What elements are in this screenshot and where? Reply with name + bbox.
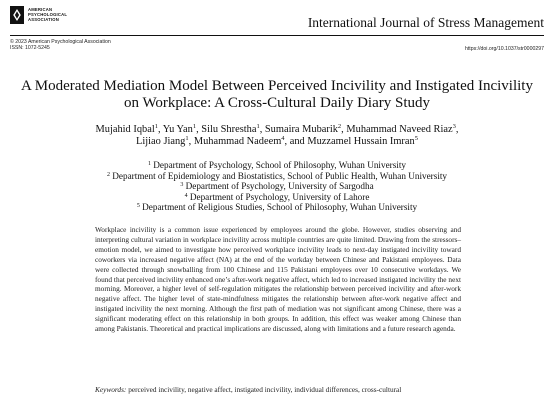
affiliation-sup: 5 (136, 203, 140, 209)
author-affiliation-sup: 3 (452, 123, 456, 130)
author-affiliation-sup: 1 (192, 123, 197, 130)
paper-title: A Moderated Mediation Model Between Perc… (21, 78, 533, 111)
keywords-label: Keywords: (95, 385, 127, 394)
author-name: Silu Shrestha (201, 124, 257, 135)
publication-meta: © 2023 American Psychological Associatio… (10, 39, 111, 52)
affiliation-item: 1 Department of Psychology, School of Ph… (30, 160, 524, 171)
affiliation-text: Department of Psychology, University of … (185, 181, 374, 191)
issn: ISSN: 1072-5245 (10, 45, 50, 52)
affiliation-text: Department of Psychology, University of … (189, 191, 370, 202)
affiliation-text: Department of Psychology, School of Phil… (153, 160, 406, 170)
apa-logo-icon (10, 6, 24, 24)
author-separator: , (157, 124, 161, 135)
publisher-logo-text: AMERICAN PSYCHOLOGICAL ASSOCIATION (28, 7, 67, 22)
journal-header: AMERICAN PSYCHOLOGICAL ASSOCIATION Inter… (10, 6, 544, 36)
affiliation-sup: 2 (106, 171, 110, 178)
publisher-logo-line-1: AMERICAN (28, 7, 53, 12)
author-name: Sumaira Mubarik (264, 124, 338, 135)
author-name: Mujahid Iqbal (95, 124, 155, 135)
affiliation-sup: 3 (180, 182, 184, 188)
affiliation-item: 2 Department of Epidemiology and Biostat… (30, 171, 524, 182)
affiliation-text: Department of Religious Studies, School … (142, 202, 418, 212)
author-affiliation-sup: 4 (281, 135, 285, 142)
author-affiliation-sup: 5 (414, 135, 418, 142)
affiliation-text: Department of Epidemiology and Biostatis… (112, 170, 448, 181)
author-affiliation-sup: 1 (256, 123, 260, 130)
affiliation-sup: 1 (148, 161, 151, 167)
journal-title: International Journal of Stress Manageme… (307, 15, 544, 30)
author-separator: , (341, 124, 344, 135)
abstract-paragraph: Workplace incivility is a common issue e… (95, 225, 461, 334)
keywords: Keywords: perceived incivility, negative… (95, 385, 461, 395)
author-separator: , (455, 124, 459, 135)
affiliation-sup: 4 (184, 192, 188, 199)
author-affiliation-sup: 1 (154, 123, 158, 130)
copyright-notice: © 2023 American Psychological Associatio… (10, 39, 111, 45)
author-name: Muhammad Nadeem (193, 136, 282, 147)
author-list: Mujahid Iqbal1, Yu Yan1, Silu Shrestha1,… (24, 123, 530, 148)
author-separator: , and (284, 136, 305, 147)
author-affiliation-sup: 1 (185, 135, 189, 142)
publisher-logo-line-2: PSYCHOLOGICAL (28, 12, 68, 17)
keywords-text: perceived incivility, negative affect, i… (128, 385, 402, 394)
author-separator: , (196, 124, 199, 135)
author-separator: , (259, 124, 263, 135)
affiliation-list: 1 Department of Psychology, School of Ph… (30, 160, 524, 213)
author-separator: , (188, 136, 192, 147)
affiliation-item: 4 Department of Psychology, University o… (30, 192, 524, 203)
author-name: Yu Yan (162, 124, 193, 135)
doi-link[interactable]: https://doi.org/10.1037/str0000297 (464, 46, 544, 52)
author-affiliation-sup: 2 (337, 123, 342, 130)
publisher-logo-line-3: ASSOCIATION (28, 17, 59, 22)
affiliation-item: 5 Department of Religious Studies, Schoo… (30, 202, 524, 213)
author-name: Lijiao Jiang (136, 136, 186, 147)
affiliation-item: 3 Department of Psychology, University o… (30, 181, 524, 192)
author-name: Muzzamel Hussain Imran (307, 136, 415, 147)
author-name: Muhammad Naveed Riaz (346, 124, 453, 135)
header-divider (10, 35, 544, 36)
